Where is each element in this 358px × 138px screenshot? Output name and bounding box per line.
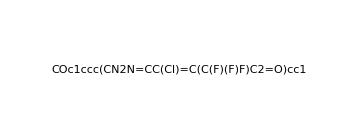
Text: COc1ccc(CN2N=CC(Cl)=C(C(F)(F)F)C2=O)cc1: COc1ccc(CN2N=CC(Cl)=C(C(F)(F)F)C2=O)cc1	[51, 64, 307, 74]
